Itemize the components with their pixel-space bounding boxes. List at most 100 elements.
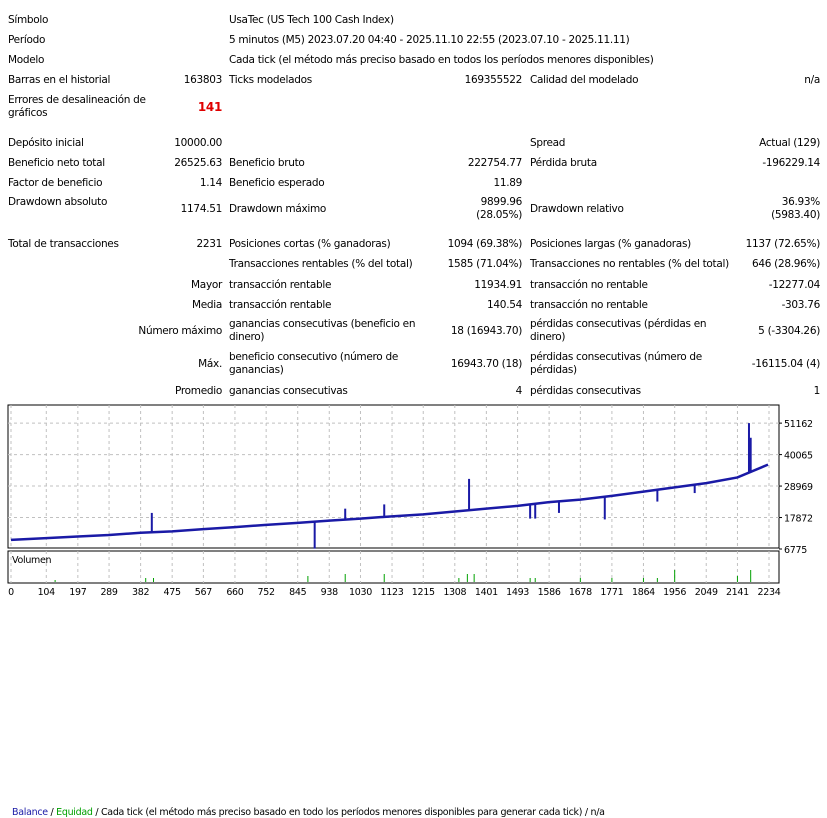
report-l2: ganancias consecutivas <box>229 385 348 397</box>
report-v1: 26525.63 <box>174 157 222 169</box>
report-l2: Posiciones cortas (% ganadoras) <box>229 238 391 250</box>
report-v1: 1174.51 <box>180 203 223 215</box>
report-v1: Número máximo <box>138 325 222 337</box>
x-tick-label: 938 <box>321 587 338 598</box>
report-v3: n/a <box>804 74 820 86</box>
report-l2: ganancias consecutivas (beneficio en din… <box>229 318 416 343</box>
chart-legend: Balance / Equidad / Cada tick (el método… <box>12 807 605 818</box>
x-tick-label: 660 <box>226 587 243 598</box>
x-tick-label: 845 <box>289 587 306 598</box>
legend-balance: Balance <box>12 807 48 818</box>
legend-suffix: / n/a <box>582 807 605 818</box>
y-tick-label: 51162 <box>784 419 813 430</box>
report-v2full: 5 minutos (M5) 2023.07.20 04:40 - 2025.1… <box>229 34 630 46</box>
report-l3: transacción no rentable <box>530 279 648 291</box>
report-v3: 36.93% <box>781 196 821 208</box>
x-tick-label: 1864 <box>632 587 655 598</box>
x-tick-label: 2049 <box>695 587 718 598</box>
report-v2: 140.54 <box>487 299 522 311</box>
chart-svg: 0 104 197 289 382 475 567 660 752 845 938 1030 1123 1… <box>7 404 813 598</box>
report-v3: 1137 (72.65%) <box>745 238 821 250</box>
report-v2: 169355522 <box>464 74 523 86</box>
report-l1: Drawdown absoluto <box>8 196 108 208</box>
x-tick-label: 1586 <box>538 587 561 598</box>
report-l2: Beneficio esperado <box>229 177 325 189</box>
report-v2: 1094 (69.38%) <box>447 238 523 250</box>
report-l3: transacción no rentable <box>530 299 648 311</box>
x-tick-label: 2141 <box>726 587 749 598</box>
report-l3: Calidad del modelado <box>530 74 639 86</box>
report-v1: Máx. <box>198 358 222 370</box>
report-v1: 141 <box>197 100 222 114</box>
x-tick-label: 1771 <box>600 587 623 598</box>
report-v2full: UsaTec (US Tech 100 Cash Index) <box>229 14 394 26</box>
report-v2full: Cada tick (el método más preciso basado … <box>229 54 654 66</box>
report-l1: Período <box>8 34 46 46</box>
y-tick-label: 28969 <box>784 482 813 493</box>
report-l1: Modelo <box>8 54 45 66</box>
x-tick-label: 1308 <box>443 587 466 598</box>
report-v1: 10000.00 <box>174 137 222 149</box>
report-l3: Transacciones no rentables (% del total) <box>530 258 729 270</box>
x-tick-label: 752 <box>258 587 275 598</box>
report-l3: pérdidas consecutivas (número de pérdida… <box>530 351 702 376</box>
report-l1: Barras en el historial <box>8 74 111 86</box>
report-v1: 1.14 <box>199 177 222 189</box>
report-l3: Drawdown relativo <box>530 203 624 215</box>
report-l3: Pérdida bruta <box>530 157 597 169</box>
y-tick-label: 17872 <box>784 514 813 525</box>
report-v2: 4 <box>515 385 523 397</box>
report-v3: -16115.04 (4) <box>751 358 821 370</box>
report-l1: Beneficio neto total <box>8 157 105 169</box>
x-tick-label: 197 <box>69 587 86 598</box>
x-tick-label: 567 <box>195 587 212 598</box>
volume-label: Volumen <box>12 555 52 566</box>
report-l1: Depósito inicial <box>8 137 84 149</box>
y-tick-label: 6775 <box>784 545 807 556</box>
report-l1: Errores de desalineación de gráficos <box>8 94 146 119</box>
report-v2: 11934.91 <box>474 279 522 291</box>
report-v3: Actual (129) <box>759 137 820 149</box>
report-l3: Posiciones largas (% ganadoras) <box>530 238 691 250</box>
report-l3: pérdidas consecutivas <box>530 385 641 397</box>
report-l2: beneficio consecutivo (número de gananci… <box>229 351 398 376</box>
balance-line <box>10 463 769 542</box>
plot-frame <box>7 404 780 549</box>
report-v2: 11.89 <box>493 177 522 189</box>
volume-frame <box>7 550 780 584</box>
report-v3: -303.76 <box>781 299 821 311</box>
report-v3b: (5983.40) <box>771 209 820 221</box>
x-tick-label: 475 <box>164 587 181 598</box>
report-v3: 1 <box>813 385 821 397</box>
report-l2: Ticks modelados <box>229 74 312 86</box>
report-l2: Drawdown máximo <box>229 203 327 215</box>
legend-sep: / <box>92 807 101 818</box>
report-v2: 16943.70 (18) <box>450 358 522 370</box>
x-tick-label: 1123 <box>381 587 404 598</box>
report-l2: Transacciones rentables (% del total) <box>229 258 413 270</box>
report-l3: pérdidas consecutivas (pérdidas en diner… <box>530 318 707 343</box>
x-tick-label: 1215 <box>412 587 435 598</box>
report-l2: Beneficio bruto <box>229 157 305 169</box>
report-v3: 646 (28.96%) <box>751 258 820 270</box>
report-v3: 5 (-3304.26) <box>758 325 820 337</box>
legend-sep: / <box>47 807 57 818</box>
x-tick-label: 289 <box>100 587 117 598</box>
report-v2: 18 (16943.70) <box>450 325 522 337</box>
y-tick-label: 40065 <box>784 451 813 462</box>
balance-chart: 0 104 197 289 382 475 567 660 752 845 938 1030 1123 1… <box>0 400 827 818</box>
x-tick-label: 1030 <box>349 587 372 598</box>
x-tick-label: 2234 <box>758 587 781 598</box>
report-l2: transacción rentable <box>229 299 332 311</box>
report-l1: Factor de beneficio <box>8 177 103 189</box>
report-l1: Total de transacciones <box>8 238 119 250</box>
report-v3: -196229.14 <box>762 157 820 169</box>
x-tick-label: 0 <box>8 587 14 598</box>
report-l3: Spread <box>530 137 566 149</box>
x-tick-label: 1678 <box>569 587 592 598</box>
report-l2: transacción rentable <box>229 279 332 291</box>
x-tick-label: 104 <box>38 587 55 598</box>
report-v2: 222754.77 <box>467 157 522 169</box>
report-v2b: (28.05%) <box>476 209 522 221</box>
report-v1: 2231 <box>196 238 222 250</box>
